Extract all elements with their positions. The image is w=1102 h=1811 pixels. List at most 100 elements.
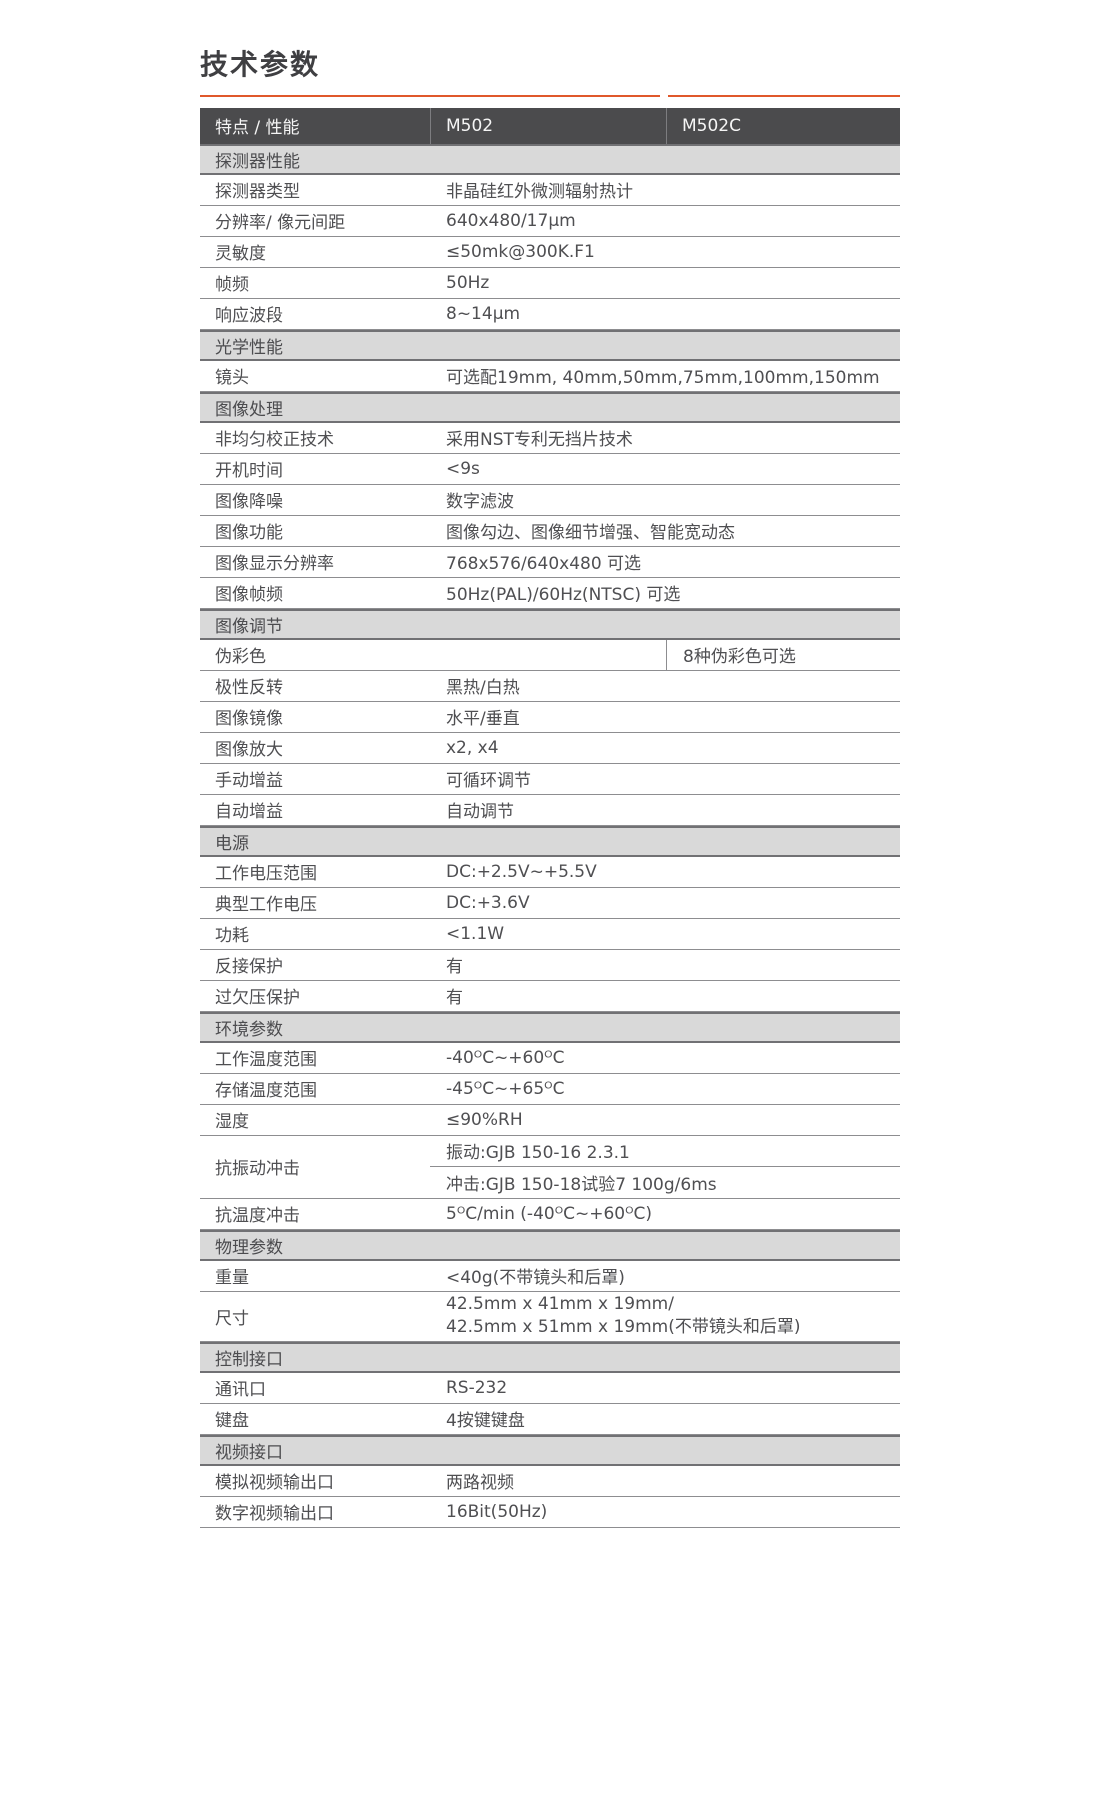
spec-value: 5ᴼC/min (-40ᴼC~+60ᴼC) xyxy=(446,1203,653,1224)
spec-row: 通讯口 RS-232 xyxy=(200,1372,900,1404)
spec-row: 灵敏度 ≤50mk@300K.F1 xyxy=(200,236,900,268)
spec-row: 键盘 4按键键盘 xyxy=(200,1403,900,1435)
spec-value: 768x576/640x480 可选 xyxy=(446,554,642,575)
spec-value: x2, x4 xyxy=(446,737,499,758)
spec-value: 50Hz(PAL)/60Hz(NTSC) 可选 xyxy=(446,585,681,606)
spec-row: 存储温度范围 -45ᴼC~+65ᴼC xyxy=(200,1073,900,1105)
spec-label: 抗振动冲击 xyxy=(215,1159,300,1180)
section-row: 环境参数 xyxy=(200,1011,900,1043)
spec-label: 自动增益 xyxy=(215,802,283,823)
spec-row: 抗振动冲击 振动:GJB 150-16 2.3.1 冲击:GJB 150-18试验7… xyxy=(200,1135,900,1199)
spec-value-m502 xyxy=(430,640,666,670)
spec-label: 图像帧频 xyxy=(215,585,283,606)
spec-label: 过欠压保护 xyxy=(215,988,300,1009)
spec-value: 非晶硅红外微测辐射热计 xyxy=(446,182,633,203)
spec-value: 可循环调节 xyxy=(446,771,531,792)
spec-row: 响应波段 8~14μm xyxy=(200,298,900,330)
spec-label: 抗温度冲击 xyxy=(215,1206,300,1227)
spec-row: 自动增益 自动调节 xyxy=(200,794,900,826)
spec-value: 振动:GJB 150-16 2.3.1 xyxy=(430,1136,900,1167)
spec-label: 图像降噪 xyxy=(215,492,283,513)
spec-row: 反接保护 有 xyxy=(200,949,900,981)
spec-row: 过欠压保护 有 xyxy=(200,980,900,1012)
spec-row: 图像降噪 数字滤波 xyxy=(200,484,900,516)
spec-value: 16Bit(50Hz) xyxy=(446,1501,548,1522)
page-title: 技术参数 xyxy=(200,48,321,81)
spec-value-group: 振动:GJB 150-16 2.3.1 冲击:GJB 150-18试验7 100g… xyxy=(430,1136,900,1198)
section-label: 探测器性能 xyxy=(215,151,300,172)
spec-label: 非均匀校正技术 xyxy=(215,430,334,451)
spec-value: 8~14μm xyxy=(446,303,521,324)
spec-label: 图像放大 xyxy=(215,740,283,761)
spec-value: -45ᴼC~+65ᴼC xyxy=(446,1078,565,1099)
spec-row: 抗温度冲击 5ᴼC/min (-40ᴼC~+60ᴼC) xyxy=(200,1198,900,1230)
section-row: 电源 xyxy=(200,825,900,857)
spec-row: 功耗 <1.1W xyxy=(200,918,900,950)
spec-label: 反接保护 xyxy=(215,957,283,978)
spec-row: 模拟视频输出口 两路视频 xyxy=(200,1465,900,1497)
spec-value: 黑热/白热 xyxy=(446,678,520,699)
spec-label: 湿度 xyxy=(215,1112,249,1133)
spec-label: 极性反转 xyxy=(215,678,283,699)
spec-table: 特点 / 性能 M502 M502C 探测器性能探测器类型 非晶硅红外微测辐射热计… xyxy=(200,107,900,1528)
spec-value: ≤90%RH xyxy=(446,1109,523,1130)
header-cell-feature: 特点 / 性能 xyxy=(215,118,300,139)
spec-value: 采用NST专利无挡片技术 xyxy=(446,430,633,451)
spec-row: 重量 <40g(不带镜头和后罩) xyxy=(200,1260,900,1292)
spec-label: 伪彩色 xyxy=(215,647,266,668)
spec-label: 探测器类型 xyxy=(215,182,300,203)
spec-row: 帧频 50Hz xyxy=(200,267,900,299)
spec-value: <40g(不带镜头和后罩) xyxy=(446,1268,625,1289)
spec-label: 重量 xyxy=(215,1268,249,1289)
section-label: 图像调节 xyxy=(215,616,283,637)
section-row: 探测器性能 xyxy=(200,143,900,175)
spec-label: 尺寸 xyxy=(215,1308,249,1329)
spec-label: 通讯口 xyxy=(215,1380,266,1401)
spec-value: 42.5mm x 41mm x 19mm/42.5mm x 51mm x 19m… xyxy=(446,1294,801,1338)
section-row: 视频接口 xyxy=(200,1434,900,1466)
spec-label: 工作温度范围 xyxy=(215,1050,317,1071)
accent-divider-left xyxy=(200,94,660,97)
section-row: 图像处理 xyxy=(200,391,900,423)
spec-row: 镜头 可选配19mm, 40mm,50mm,75mm,100mm,150mm xyxy=(200,360,900,392)
spec-value: 水平/垂直 xyxy=(446,709,520,730)
spec-value: 50Hz xyxy=(446,272,490,293)
spec-value: 640x480/17μm xyxy=(446,210,576,231)
spec-label: 图像镜像 xyxy=(215,709,283,730)
spec-value: 可选配19mm, 40mm,50mm,75mm,100mm,150mm xyxy=(446,368,880,389)
spec-label: 功耗 xyxy=(215,926,249,947)
spec-value: -40ᴼC~+60ᴼC xyxy=(446,1047,565,1068)
accent-divider xyxy=(200,94,900,97)
spec-row: 开机时间 <9s xyxy=(200,453,900,485)
spec-value: 有 xyxy=(446,957,463,978)
spec-row: 探测器类型 非晶硅红外微测辐射热计 xyxy=(200,174,900,206)
spec-value: 两路视频 xyxy=(446,1473,514,1494)
spec-label: 响应波段 xyxy=(215,306,283,327)
spec-label: 图像显示分辨率 xyxy=(215,554,334,575)
spec-row: 极性反转 黑热/白热 xyxy=(200,670,900,702)
section-label: 光学性能 xyxy=(215,337,283,358)
spec-row: 非均匀校正技术 采用NST专利无挡片技术 xyxy=(200,422,900,454)
accent-divider-right xyxy=(668,94,900,97)
spec-label: 分辨率/ 像元间距 xyxy=(215,213,346,234)
spec-value: <1.1W xyxy=(446,923,505,944)
section-label: 图像处理 xyxy=(215,399,283,420)
section-row: 物理参数 xyxy=(200,1229,900,1261)
spec-value: <9s xyxy=(446,458,480,479)
spec-row: 尺寸 42.5mm x 41mm x 19mm/42.5mm x 51mm x 1… xyxy=(200,1291,900,1342)
spec-value: 自动调节 xyxy=(446,802,514,823)
spec-row: 分辨率/ 像元间距 640x480/17μm xyxy=(200,205,900,237)
spec-label: 模拟视频输出口 xyxy=(215,1473,334,1494)
spec-row: 图像功能 图像勾边、图像细节增强、智能宽动态 xyxy=(200,515,900,547)
section-label: 物理参数 xyxy=(215,1237,283,1258)
spec-label: 开机时间 xyxy=(215,461,283,482)
table-header-row: 特点 / 性能 M502 M502C xyxy=(200,107,900,144)
section-label: 环境参数 xyxy=(215,1019,283,1040)
section-label: 控制接口 xyxy=(215,1349,283,1370)
spec-row: 工作温度范围 -40ᴼC~+60ᴼC xyxy=(200,1042,900,1074)
section-label: 视频接口 xyxy=(215,1442,283,1463)
spec-label: 帧频 xyxy=(215,275,249,296)
spec-label: 键盘 xyxy=(215,1411,249,1432)
section-row: 光学性能 xyxy=(200,329,900,361)
spec-row: 伪彩色 8种伪彩色可选 xyxy=(200,639,900,671)
